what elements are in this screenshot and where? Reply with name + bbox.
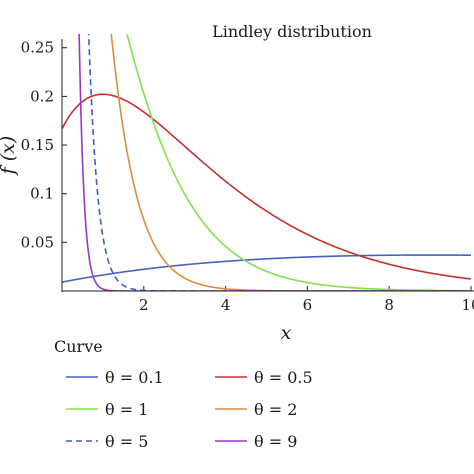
- y-axis-ticks: 0.05 0.1 0.15 0.2 0.25: [21, 39, 67, 251]
- x-tick-label: 8: [384, 296, 394, 314]
- series-line-theta-0-5: [62, 93, 472, 280]
- legend-title: Curve: [54, 337, 103, 356]
- y-tick-label: 0.2: [30, 87, 54, 105]
- x-tick-label: 6: [303, 296, 313, 314]
- series-line-theta-5: [87, 34, 471, 291]
- series-line-theta-1: [126, 34, 472, 291]
- x-tick-label: 2: [139, 296, 149, 314]
- legend-label: θ = 5: [105, 432, 148, 451]
- series-line-theta-2: [110, 34, 471, 291]
- series-line-theta-0-1: [62, 254, 471, 283]
- x-tick-label: 4: [221, 296, 231, 314]
- legend-label: θ = 0.5: [254, 368, 313, 387]
- legend-label: θ = 9: [254, 432, 297, 451]
- series-line-theta-9: [78, 34, 471, 291]
- legend: θ = 0.1 θ = 0.5 θ = 1 θ = 2 θ = 5 θ = 9: [66, 368, 313, 451]
- y-tick-label: 0.1: [30, 185, 54, 203]
- y-tick-label: 0.25: [21, 39, 54, 57]
- legend-label: θ = 2: [254, 400, 297, 419]
- legend-label: θ = 1: [105, 400, 148, 419]
- chart-title: Lindley distribution: [212, 22, 372, 41]
- y-axis-label: f (x): [0, 136, 19, 177]
- y-tick-label: 0.05: [21, 233, 54, 251]
- x-tick-label: 10: [461, 296, 474, 314]
- x-axis-label: x: [281, 322, 292, 344]
- y-tick-label: 0.15: [21, 136, 54, 154]
- plot-area: [62, 34, 472, 291]
- legend-label: θ = 0.1: [105, 368, 164, 387]
